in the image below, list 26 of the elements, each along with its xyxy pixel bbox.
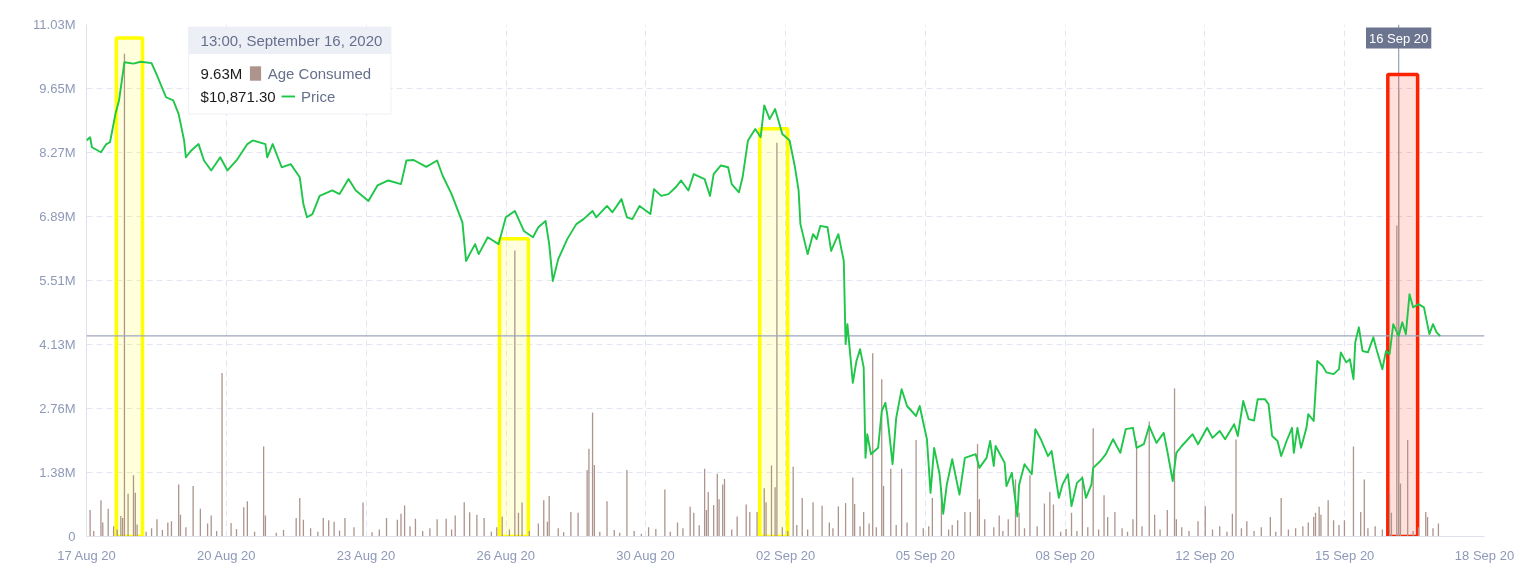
ref-line-label: 16 Sep 20 (1369, 30, 1429, 46)
y-tick-label: 8.27M (39, 145, 76, 161)
legend-label: Price (301, 87, 336, 106)
y-tick-label: 6.89M (39, 209, 76, 225)
y-tick-label: 5.51M (39, 273, 76, 289)
x-tick-label: 23 Aug 20 (336, 547, 396, 563)
x-tick-label: 08 Sep 20 (1035, 547, 1095, 563)
annotation: 9.63M (200, 65, 243, 83)
x-tick-label: 18 Sep 20 (1454, 547, 1515, 563)
x-tick-label: 20 Aug 20 (196, 547, 256, 563)
y-tick-label: 0 (68, 529, 76, 544)
annotation: 13:00, September 16, 2020 (200, 32, 383, 50)
x-tick-label: 17 Aug 20 (57, 547, 116, 563)
x-tick-label: 02 Sep 20 (756, 547, 816, 563)
y-tick-label: 11.03M (33, 17, 76, 32)
annotation: $10,871.30 (200, 88, 276, 106)
x-tick-label: 05 Sep 20 (895, 547, 956, 563)
x-tick-label: 26 Aug 20 (476, 547, 536, 563)
y-tick-label: 1.38M (39, 464, 76, 480)
y-tick-label: 9.65M (39, 81, 76, 97)
x-tick-label: 12 Sep 20 (1175, 547, 1235, 563)
x-tick-label: 30 Aug 20 (616, 547, 675, 563)
y-tick-label: 2.76M (39, 400, 76, 416)
x-tick-label: 15 Sep 20 (1315, 547, 1375, 563)
legend-label: Age Consumed (267, 64, 372, 83)
y-tick-label: 4.13M (39, 337, 76, 353)
